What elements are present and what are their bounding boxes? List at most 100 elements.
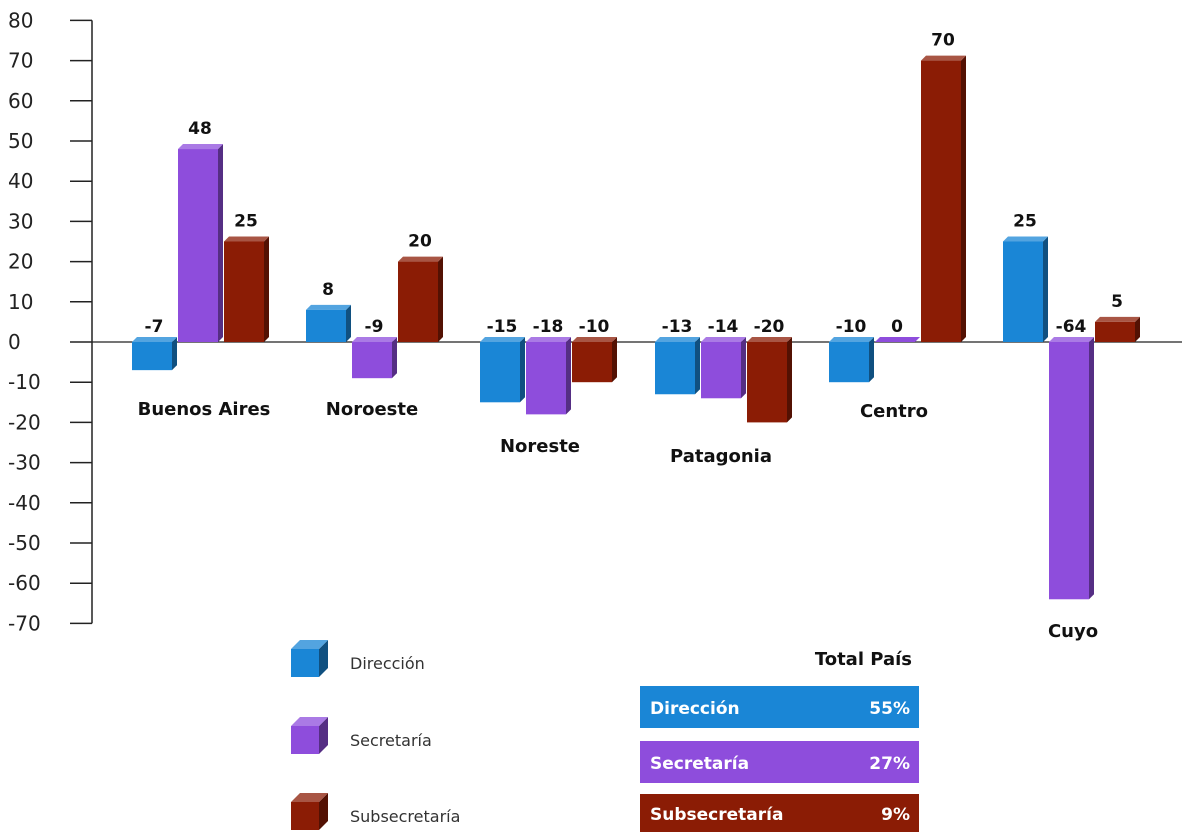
bar-top [701,337,746,342]
y-tick-label: -20 [8,410,41,434]
y-tick-label: -70 [8,611,41,635]
bar-front [1049,342,1089,600]
bar-front [480,342,520,403]
bar-side [264,236,269,342]
bar [398,256,443,342]
y-tick-label: 50 [8,129,33,153]
total-row-secretaria: Secretaría 27% [640,741,919,783]
bar-side [961,55,966,342]
bar-top [1049,337,1094,342]
bar-top [306,304,351,310]
legend-swatch-top [291,717,328,726]
legend-swatch [291,649,319,677]
bar [1049,337,1094,600]
bar-side [566,337,571,415]
bar [747,337,792,423]
data-label: -13 [662,317,693,337]
category-label: Centro [860,401,928,422]
bar-top [178,144,223,150]
bar-front [132,342,172,371]
y-tick-label: 30 [8,209,33,233]
total-row-bg [640,741,919,783]
y-tick-label: 10 [8,290,33,314]
bar-side [1135,316,1140,342]
data-label: -64 [1056,317,1087,337]
bar-side [438,256,443,342]
legend-item: Dirección [291,640,425,677]
legend-swatch [291,726,319,754]
data-label: 25 [1013,212,1037,232]
bar [224,236,269,342]
bar-top [398,256,443,262]
bar-side [392,337,397,379]
bar [829,337,874,383]
bar-front [398,261,438,342]
legend-label: Subsecretaría [350,807,460,826]
bar-front [747,342,787,423]
total-row-direccion: Dirección 55% [640,686,919,728]
legend-swatch-side [319,640,328,677]
bar-side [612,337,617,383]
total-row-bg [640,686,919,728]
bar-top [352,337,397,342]
y-tick-label: 70 [8,49,33,73]
y-tick-label: 20 [8,250,33,274]
bar [480,337,525,403]
bar-side [346,304,351,342]
y-tick-label: -10 [8,370,41,394]
legend-swatch [291,802,319,830]
category-label: Cuyo [1048,621,1098,642]
legend-label: Secretaría [350,731,432,750]
category-label: Noreste [500,436,580,457]
bar-front [921,60,961,342]
bar [1003,236,1048,342]
bar [352,337,397,379]
bar [132,337,177,371]
bar-front [1003,241,1043,342]
bar [178,144,223,342]
bar-side [741,337,746,399]
bar-top [1003,236,1048,242]
bar-front [178,149,218,342]
category-label: Patagonia [670,446,772,467]
total-row-label: Dirección [650,699,740,719]
bar-top [526,337,571,342]
data-label: -14 [708,317,739,337]
bar-front [1095,321,1135,342]
data-label: 0 [891,317,903,337]
bar-top [480,337,525,342]
total-row-label: Secretaría [650,754,749,774]
labels: -7 48 25 Buenos Aires 8 -9 20 Noroeste -15 -18 -10… [138,31,1123,642]
bar-front [224,241,264,342]
bar-front [572,342,612,383]
bar [655,337,700,395]
bar-side [787,337,792,423]
bar-side [869,337,874,383]
total-row-label: Subsecretaría [650,805,783,825]
bar-side [218,144,223,342]
y-tick-label: 60 [8,89,33,113]
legend-swatch-side [319,717,328,754]
bar-front [829,342,869,383]
data-label: -10 [836,317,867,337]
data-label: 8 [322,280,334,300]
category-label: Buenos Aires [138,399,271,420]
bar-top [921,55,966,61]
category-label: Noroeste [326,399,418,420]
y-tick-label: 0 [8,330,21,354]
bar-front [655,342,695,395]
bar-front [701,342,741,399]
bar [306,304,351,342]
legend-swatch-top [291,793,328,802]
y-tick-label: 40 [8,169,33,193]
total-pais-table: Total País Dirección 55% Secretaría 27% … [640,649,919,832]
data-label: 20 [408,232,432,252]
data-label: -7 [145,317,164,337]
bar-top [572,337,617,342]
total-row-value: 27% [869,754,910,774]
data-label: -18 [533,317,564,337]
bar-top [132,337,177,342]
bar-top [875,337,920,342]
bar [1095,316,1140,342]
y-tick-label: -50 [8,531,41,555]
